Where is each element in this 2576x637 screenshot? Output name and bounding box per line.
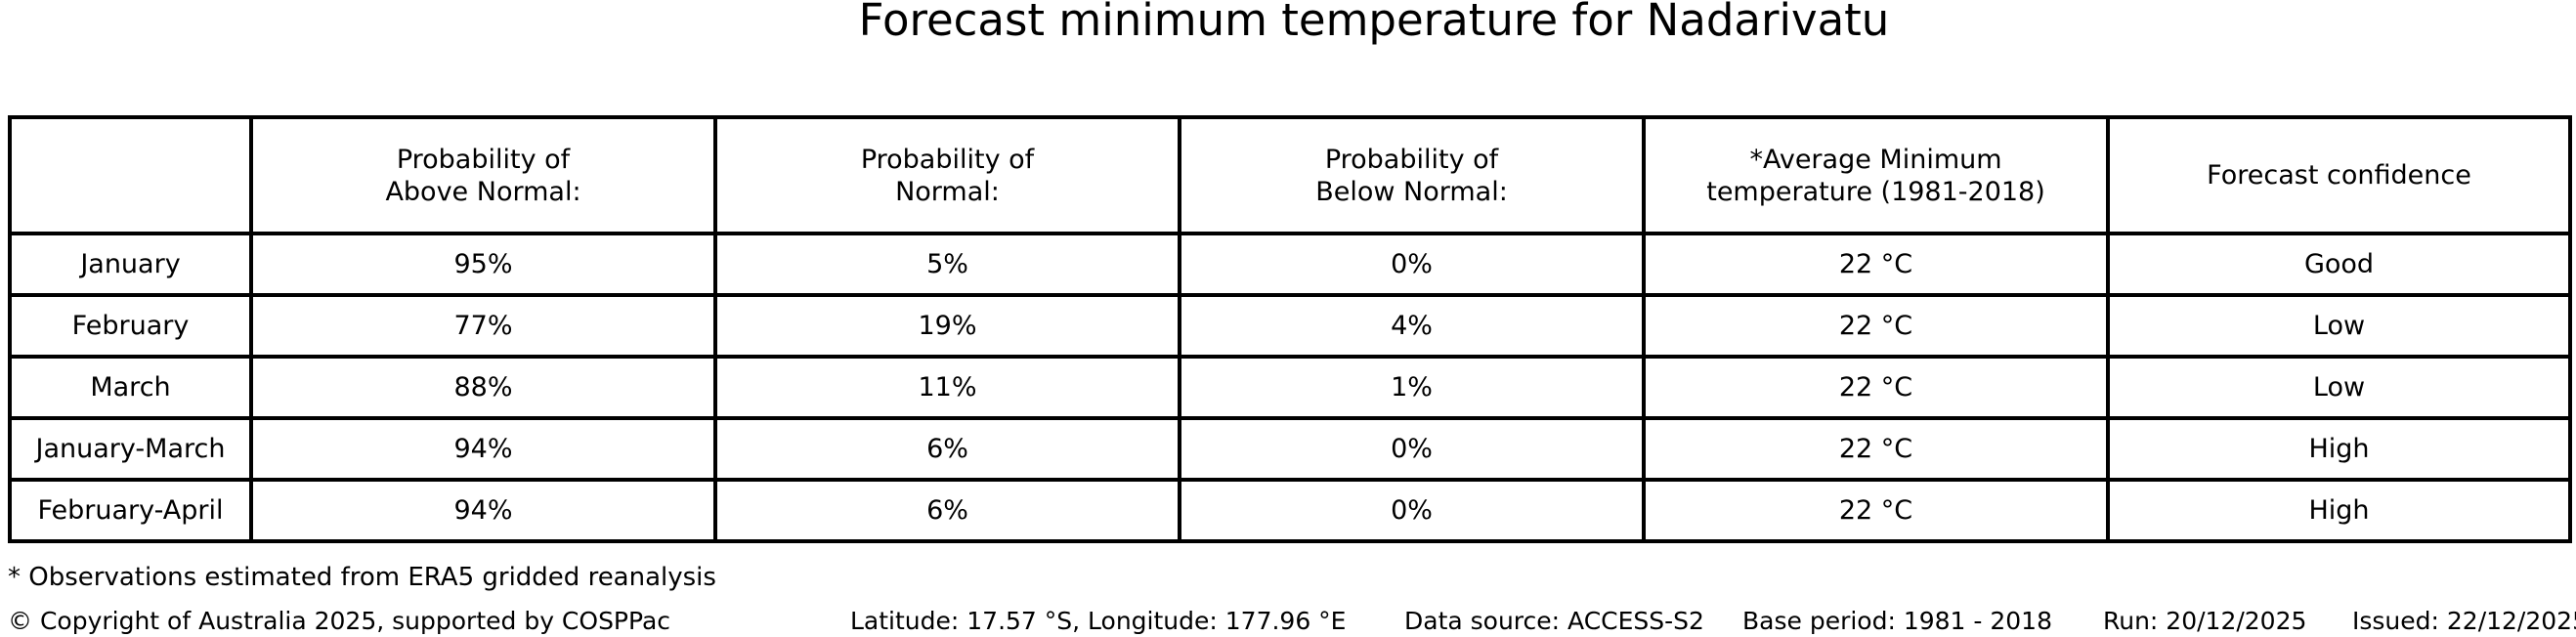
cell-above-normal: 94% [249,416,717,482]
cell-above-normal: 94% [249,478,717,543]
cell-average-minimum: 22 °C [1642,232,2110,297]
cell-confidence: Low [2106,355,2572,420]
cell-normal: 5% [713,232,1181,297]
row-header-period: March [8,355,253,420]
row-header-period: January-March [8,416,253,482]
corner-cell [8,115,253,235]
cell-average-minimum: 22 °C [1642,355,2110,420]
cell-normal: 11% [713,355,1181,420]
column-header-above-normal: Probability of Above Normal: [249,115,717,235]
cell-below-normal: 1% [1178,355,1646,420]
cell-below-normal: 4% [1178,293,1646,359]
footnote: * Observations estimated from ERA5 gridd… [8,563,716,592]
cell-average-minimum: 22 °C [1642,478,2110,543]
copyright-text: © Copyright of Australia 2025, supported… [8,607,671,635]
issued-date-text: Issued: 22/12/2025 [2352,607,2576,635]
header-row: Probability of Above Normal: Probability… [8,115,2572,235]
row-header-period: January [8,232,253,297]
cell-confidence: High [2106,478,2572,543]
cell-normal: 19% [713,293,1181,359]
column-header-below-normal: Probability of Below Normal: [1178,115,1646,235]
column-header-average-minimum-temperature: *Average Minimum temperature (1981-2018) [1642,115,2110,235]
table-row-january: January 95% 5% 0% 22 °C Good [8,232,2572,297]
cell-normal: 6% [713,416,1181,482]
cell-confidence: High [2106,416,2572,482]
cell-normal: 6% [713,478,1181,543]
cell-above-normal: 95% [249,232,717,297]
cell-above-normal: 88% [249,355,717,420]
cell-average-minimum: 22 °C [1642,293,2110,359]
table-row-march: March 88% 11% 1% 22 °C Low [8,355,2572,420]
cell-above-normal: 77% [249,293,717,359]
base-period-text: Base period: 1981 - 2018 [1742,607,2052,635]
cell-confidence: Low [2106,293,2572,359]
table-row-january-march: January-March 94% 6% 0% 22 °C High [8,416,2572,482]
run-date-text: Run: 20/12/2025 [2103,607,2307,635]
coordinates-text: Latitude: 17.57 °S, Longitude: 177.96 °E [850,607,1347,635]
column-header-forecast-confidence: Forecast confidence [2106,115,2572,235]
table-row-february: February 77% 19% 4% 22 °C Low [8,293,2572,359]
cell-below-normal: 0% [1178,232,1646,297]
row-header-period: February [8,293,253,359]
cell-below-normal: 0% [1178,416,1646,482]
page-title: Forecast minimum temperature for Nadariv… [858,0,1890,46]
row-header-period: February-April [8,478,253,543]
forecast-table: Probability of Above Normal: Probability… [8,115,2572,543]
table-row-february-april: February-April 94% 6% 0% 22 °C High [8,478,2572,543]
column-header-normal: Probability of Normal: [713,115,1181,235]
cell-confidence: Good [2106,232,2572,297]
data-source-text: Data source: ACCESS-S2 [1404,607,1704,635]
cell-below-normal: 0% [1178,478,1646,543]
cell-average-minimum: 22 °C [1642,416,2110,482]
